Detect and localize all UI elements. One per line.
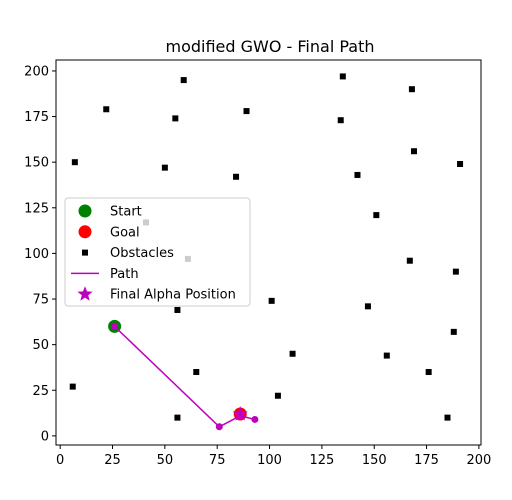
- obstacle-marker: [268, 297, 275, 304]
- x-tick-label: 75: [209, 453, 226, 468]
- path-point: [251, 415, 259, 423]
- legend-box: [64, 197, 251, 307]
- obstacle-marker: [337, 117, 344, 124]
- obstacle-marker: [174, 414, 181, 421]
- x-tick-label: 200: [466, 453, 491, 468]
- legend-marker: [78, 225, 92, 239]
- legend-marker: [82, 249, 88, 256]
- obstacle-marker: [406, 257, 413, 264]
- legend: Start Goal Obstacles Path Final Alpha Positi…: [64, 197, 251, 307]
- y-tick-label: 150: [24, 156, 49, 171]
- obstacle-marker: [161, 164, 168, 171]
- x-tick-label: 150: [362, 453, 387, 468]
- x-tick-label: 100: [257, 453, 282, 468]
- final-alpha-marker: [232, 406, 248, 421]
- y-tick-label: 200: [24, 64, 49, 79]
- legend-marker: [78, 204, 92, 218]
- axes-frame: [55, 59, 482, 446]
- x-tick-label: 0: [56, 453, 64, 468]
- legend-label: Goal: [110, 225, 140, 240]
- obstacle-marker: [425, 369, 432, 376]
- x-tick-label: 175: [414, 453, 439, 468]
- path-line: [114, 325, 256, 428]
- obstacle-marker: [172, 115, 179, 122]
- path-point: [111, 322, 119, 330]
- obstacle-marker: [450, 328, 457, 335]
- obstacle-marker: [444, 414, 451, 421]
- y-tick-label: 25: [32, 384, 49, 399]
- legend-label: Obstacles: [110, 246, 174, 261]
- obstacle-marker: [373, 212, 380, 219]
- legend-label: Path: [110, 267, 139, 282]
- legend-label: Start: [110, 205, 142, 220]
- obstacle-marker: [408, 86, 415, 93]
- legend-label: Final Alpha Position: [110, 288, 236, 303]
- x-tick-label: 25: [104, 453, 121, 468]
- obstacle-marker: [289, 350, 296, 357]
- axis-ticks: 0 25 50 75 100 125 150 175 200 0 25 50 75 100 125 150 17…: [24, 64, 491, 468]
- obstacle-marker: [383, 352, 390, 359]
- y-tick-label: 175: [24, 110, 49, 125]
- obstacle-marker: [457, 161, 464, 168]
- obstacle-marker: [174, 306, 181, 313]
- obstacle-marker: [411, 148, 418, 155]
- obstacle-marker: [193, 369, 200, 376]
- x-tick-label: 125: [309, 453, 334, 468]
- x-tick-label: 50: [157, 453, 174, 468]
- obstacle-marker: [354, 171, 361, 178]
- chart-title: modified GWO - Final Path: [165, 37, 374, 56]
- obstacle-marker: [71, 159, 78, 166]
- obstacle-marker: [243, 108, 250, 115]
- y-tick-label: 75: [32, 293, 49, 308]
- obstacle-marker: [233, 173, 240, 180]
- legend-marker: [77, 286, 93, 301]
- obstacle-marker: [364, 303, 371, 310]
- plot-area: [69, 73, 464, 431]
- y-tick-label: 100: [24, 247, 49, 262]
- obstacle-marker: [69, 383, 76, 390]
- obstacle-marker: [339, 73, 346, 80]
- obstacle-marker: [103, 106, 110, 113]
- path-point: [215, 423, 223, 431]
- y-tick-label: 50: [32, 338, 49, 353]
- y-tick-label: 0: [41, 429, 49, 444]
- y-tick-label: 125: [24, 201, 49, 216]
- obstacle-marker: [180, 77, 187, 84]
- obstacle-marker: [452, 268, 459, 275]
- obstacle-marker: [274, 392, 281, 399]
